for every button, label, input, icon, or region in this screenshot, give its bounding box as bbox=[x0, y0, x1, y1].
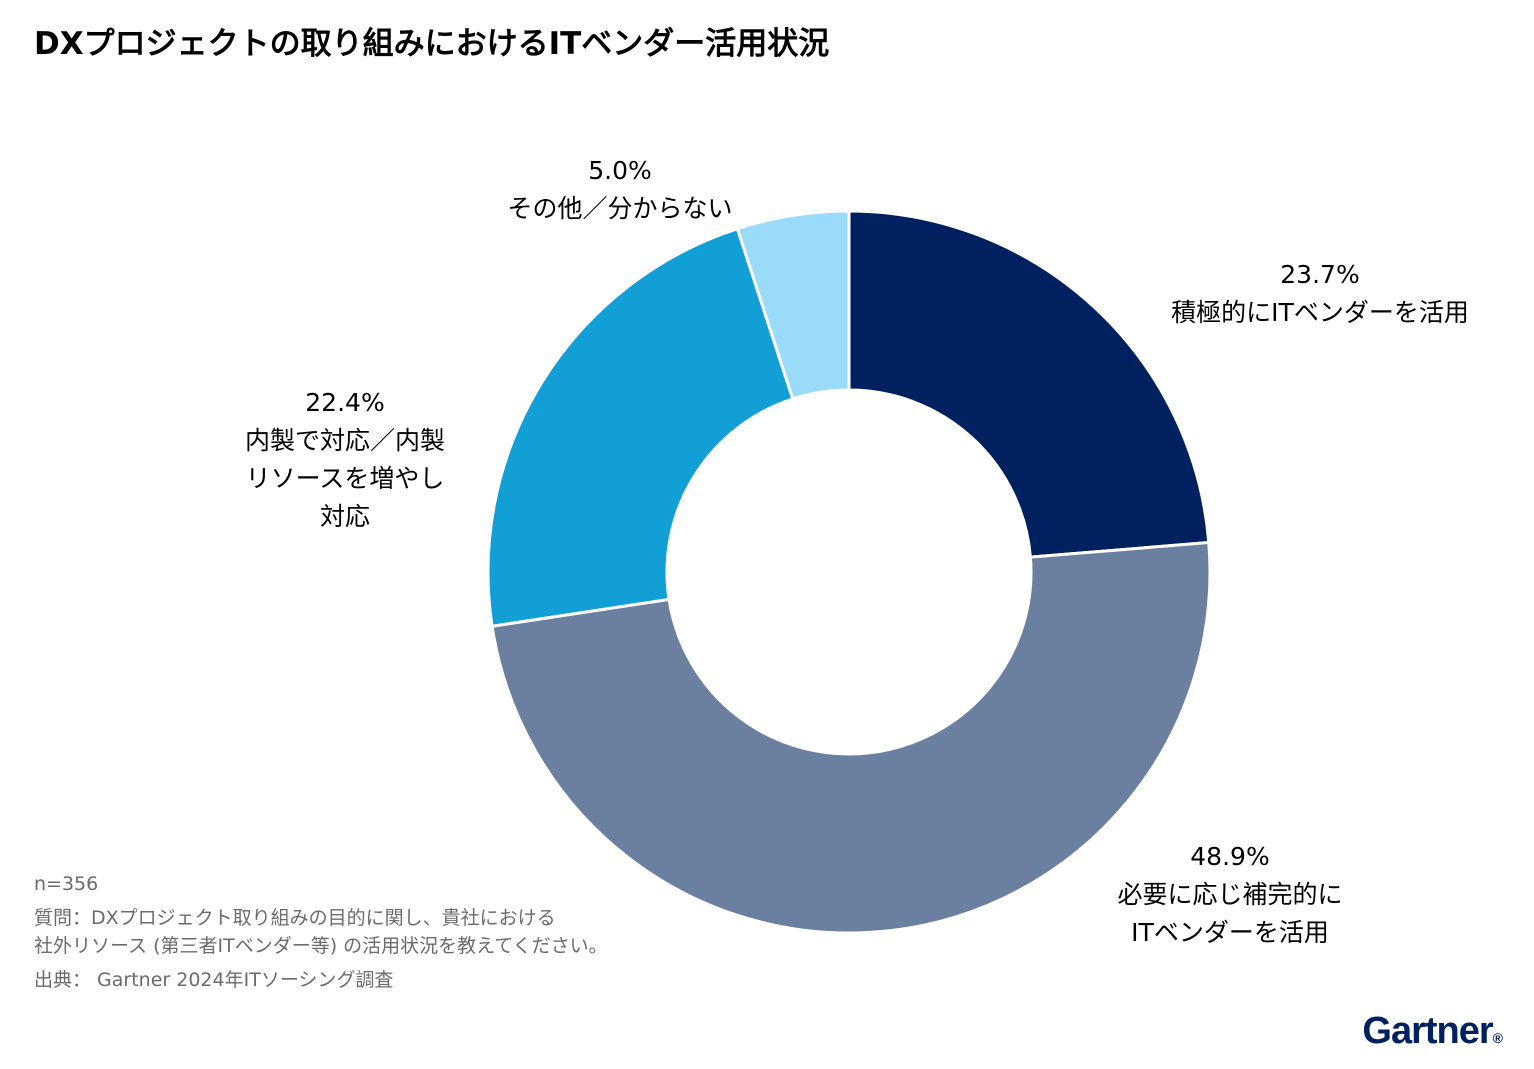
source-text: 出典： Gartner 2024年ITソーシング調査 bbox=[34, 969, 394, 991]
slice-category-label: 内製で対応／内製 bbox=[244, 426, 445, 455]
slice-label-supplemental-vendor: 48.9% 必要に応じ補完的に ITベンダーを活用 bbox=[1080, 838, 1380, 952]
slice-category-label: その他／分からない bbox=[507, 194, 733, 223]
donut-slice-3 bbox=[735, 209, 851, 401]
slice-category-label: 積極的にITベンダーを活用 bbox=[1171, 298, 1469, 327]
question-text-line1: 質問：DXプロジェクト取り組みの目的に関し、貴社における bbox=[34, 907, 556, 929]
slice-category-label: 対応 bbox=[319, 502, 370, 531]
slice-value-label: 23.7% bbox=[1280, 260, 1360, 289]
slice-label-in-house: 22.4% 内製で対応／内製 リソースを増やし 対応 bbox=[215, 384, 475, 536]
question-text-line2: 社外リソース (第三者ITベンダー等) の活用状況を教えてください。 bbox=[34, 935, 608, 957]
gartner-logo: Gartner® bbox=[1362, 1010, 1503, 1052]
chart-notes: n=356 質問：DXプロジェクト取り組みの目的に関し、貴社における 社外リソー… bbox=[34, 870, 608, 994]
sample-size: n=356 bbox=[34, 873, 99, 895]
slice-category-label: 必要に応じ補完的に bbox=[1117, 880, 1343, 909]
slice-value-label: 22.4% bbox=[305, 388, 385, 417]
chart-title: DXプロジェクトの取り組みにおけるITベンダー活用状況 bbox=[34, 26, 830, 62]
donut-slice-0 bbox=[847, 209, 1211, 559]
slice-value-label: 48.9% bbox=[1190, 842, 1270, 871]
slice-value-label: 5.0% bbox=[588, 156, 652, 185]
slice-category-label: リソースを増やし bbox=[245, 464, 445, 493]
donut-slice-1 bbox=[490, 540, 1212, 935]
donut-slice-2 bbox=[486, 226, 795, 628]
slice-category-label: ITベンダーを活用 bbox=[1131, 918, 1329, 947]
slice-label-active-vendor: 23.7% 積極的にITベンダーを活用 bbox=[1140, 256, 1500, 332]
slice-label-other: 5.0% その他／分からない bbox=[470, 152, 770, 228]
